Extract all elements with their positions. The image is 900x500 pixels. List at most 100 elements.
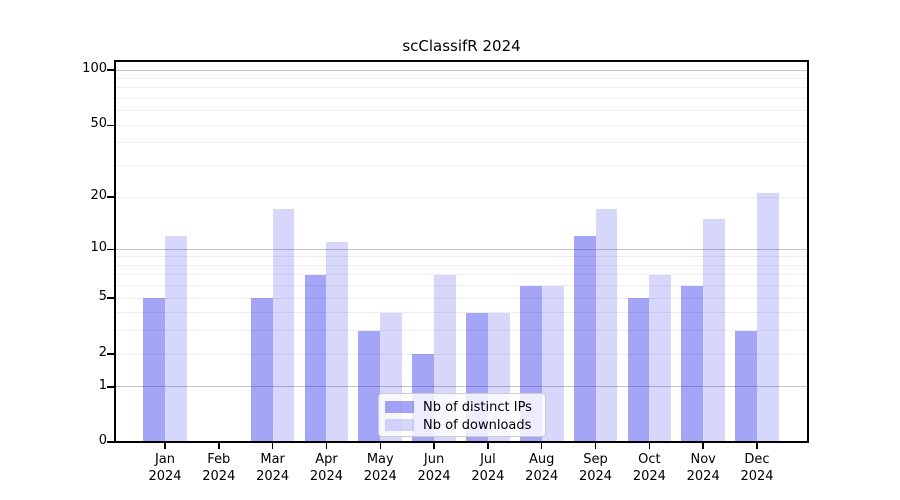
grid-line-minor [114,312,809,314]
x-tick-label: May 2024 [352,451,408,485]
x-tick-label: Dec 2024 [729,451,785,485]
grid-line-minor [114,98,809,100]
bar-downloads-aug [541,285,564,443]
x-tick-year: 2024 [632,469,666,484]
grid-line-minor [114,274,809,276]
x-tick-year: 2024 [525,469,559,484]
x-tick-label: Apr 2024 [298,451,354,485]
grid-line-major [114,69,809,71]
y-tick-label: 20 [90,188,107,203]
legend-item-downloads: Nb of downloads [385,416,545,434]
x-tick [648,442,651,449]
bar-distinct-ips-oct [627,298,650,443]
bar-distinct-ips-nov [681,285,704,443]
x-tick [164,442,166,449]
x-tick-year: 2024 [256,469,290,484]
x-tick-month: Apr [315,452,338,467]
spine-top [114,60,809,62]
bar-downloads-dec [757,193,779,443]
x-tick-month: Jul [480,452,496,467]
grid-line-major [114,248,809,250]
x-tick-label: Jan 2024 [137,451,193,485]
grid-line-minor [114,256,809,258]
grid-line-minor [114,165,809,167]
bar-distinct-ips-sep [573,235,596,443]
x-tick-month: Jun [423,452,445,467]
x-tick [756,442,758,449]
y-tick-label: 0 [98,433,107,448]
x-tick [271,442,274,449]
grid-line-minor [114,110,809,112]
x-tick-year: 2024 [686,469,720,484]
y-tick-label: 100 [82,61,107,77]
x-tick-month: May [366,452,394,467]
x-tick-label: Feb 2024 [191,451,247,485]
x-tick-month: Feb [207,452,231,467]
bar-downloads-sep [595,209,618,443]
y-tick [107,297,114,299]
y-tick-label: 1 [98,377,107,393]
x-tick-label: Oct 2024 [621,451,677,485]
chart-title: scClassifR 2024 [402,37,521,55]
grid-line-minor [114,297,809,299]
x-tick-month: Mar [260,452,285,467]
grid-line-minor [114,330,809,332]
x-tick-label: Mar 2024 [245,451,301,485]
grid-line-minor [114,78,809,80]
x-tick-year: 2024 [578,469,613,484]
x-tick-month: Sep [583,452,608,467]
legend-item-distinct-ips: Nb of distinct IPs [385,398,545,416]
y-tick-label: 5 [98,289,107,305]
bar-distinct-ips-apr [304,274,327,443]
plot-area [107,60,809,449]
y-tick [107,124,114,127]
legend-swatch-downloads [385,419,414,431]
x-tick-year: 2024 [471,469,505,484]
grid-line-minor [114,142,809,144]
x-tick [218,442,220,449]
y-tick-label: 50 [90,116,107,132]
x-tick-label: Jun 2024 [406,451,462,485]
grid-line-minor [114,196,809,198]
x-tick-year: 2024 [202,469,236,484]
x-tick-year: 2024 [740,469,774,484]
x-tick-year: 2024 [363,469,397,484]
x-tick-month: Jan [154,452,176,467]
grid-line-minor [114,285,809,287]
grid-line-major [114,386,809,388]
y-tick [107,248,114,250]
x-tick [433,442,435,449]
grid-line-minor [114,87,809,89]
x-tick-month: Oct [638,452,661,467]
x-tick-label: Nov 2024 [675,451,731,485]
x-tick-month: Aug [529,452,555,467]
x-tick-label: Sep 2024 [568,451,624,485]
y-tick [107,69,114,71]
x-tick-label: Jul 2024 [460,451,516,485]
x-tick [379,442,382,449]
grid-line-minor [114,353,809,355]
x-tick [594,442,597,449]
y-tick [107,196,114,198]
legend-swatch-distinct-ips [385,401,414,413]
bar-downloads-jan [165,235,187,443]
x-tick-year: 2024 [148,469,182,484]
grid-line-minor [114,264,809,266]
bar-distinct-ips-may [358,330,381,443]
x-tick [540,442,543,449]
bar-downloads-oct [649,274,672,443]
legend-label-distinct-ips: Nb of distinct IPs [423,399,532,415]
legend: Nb of distinct IPs Nb of downloads [378,393,546,437]
y-tick-label: 10 [90,240,107,256]
bar-downloads-mar [272,209,295,443]
x-tick-year: 2024 [309,469,343,484]
x-tick-month: Nov [690,452,716,467]
spine-bottom [114,441,809,443]
y-tick [107,441,114,443]
bar-distinct-ips-jan [143,298,165,443]
bar-distinct-ips-dec [735,330,757,443]
x-tick-year: 2024 [417,469,451,484]
spine-right [807,60,809,443]
bar-distinct-ips-mar [250,298,273,443]
